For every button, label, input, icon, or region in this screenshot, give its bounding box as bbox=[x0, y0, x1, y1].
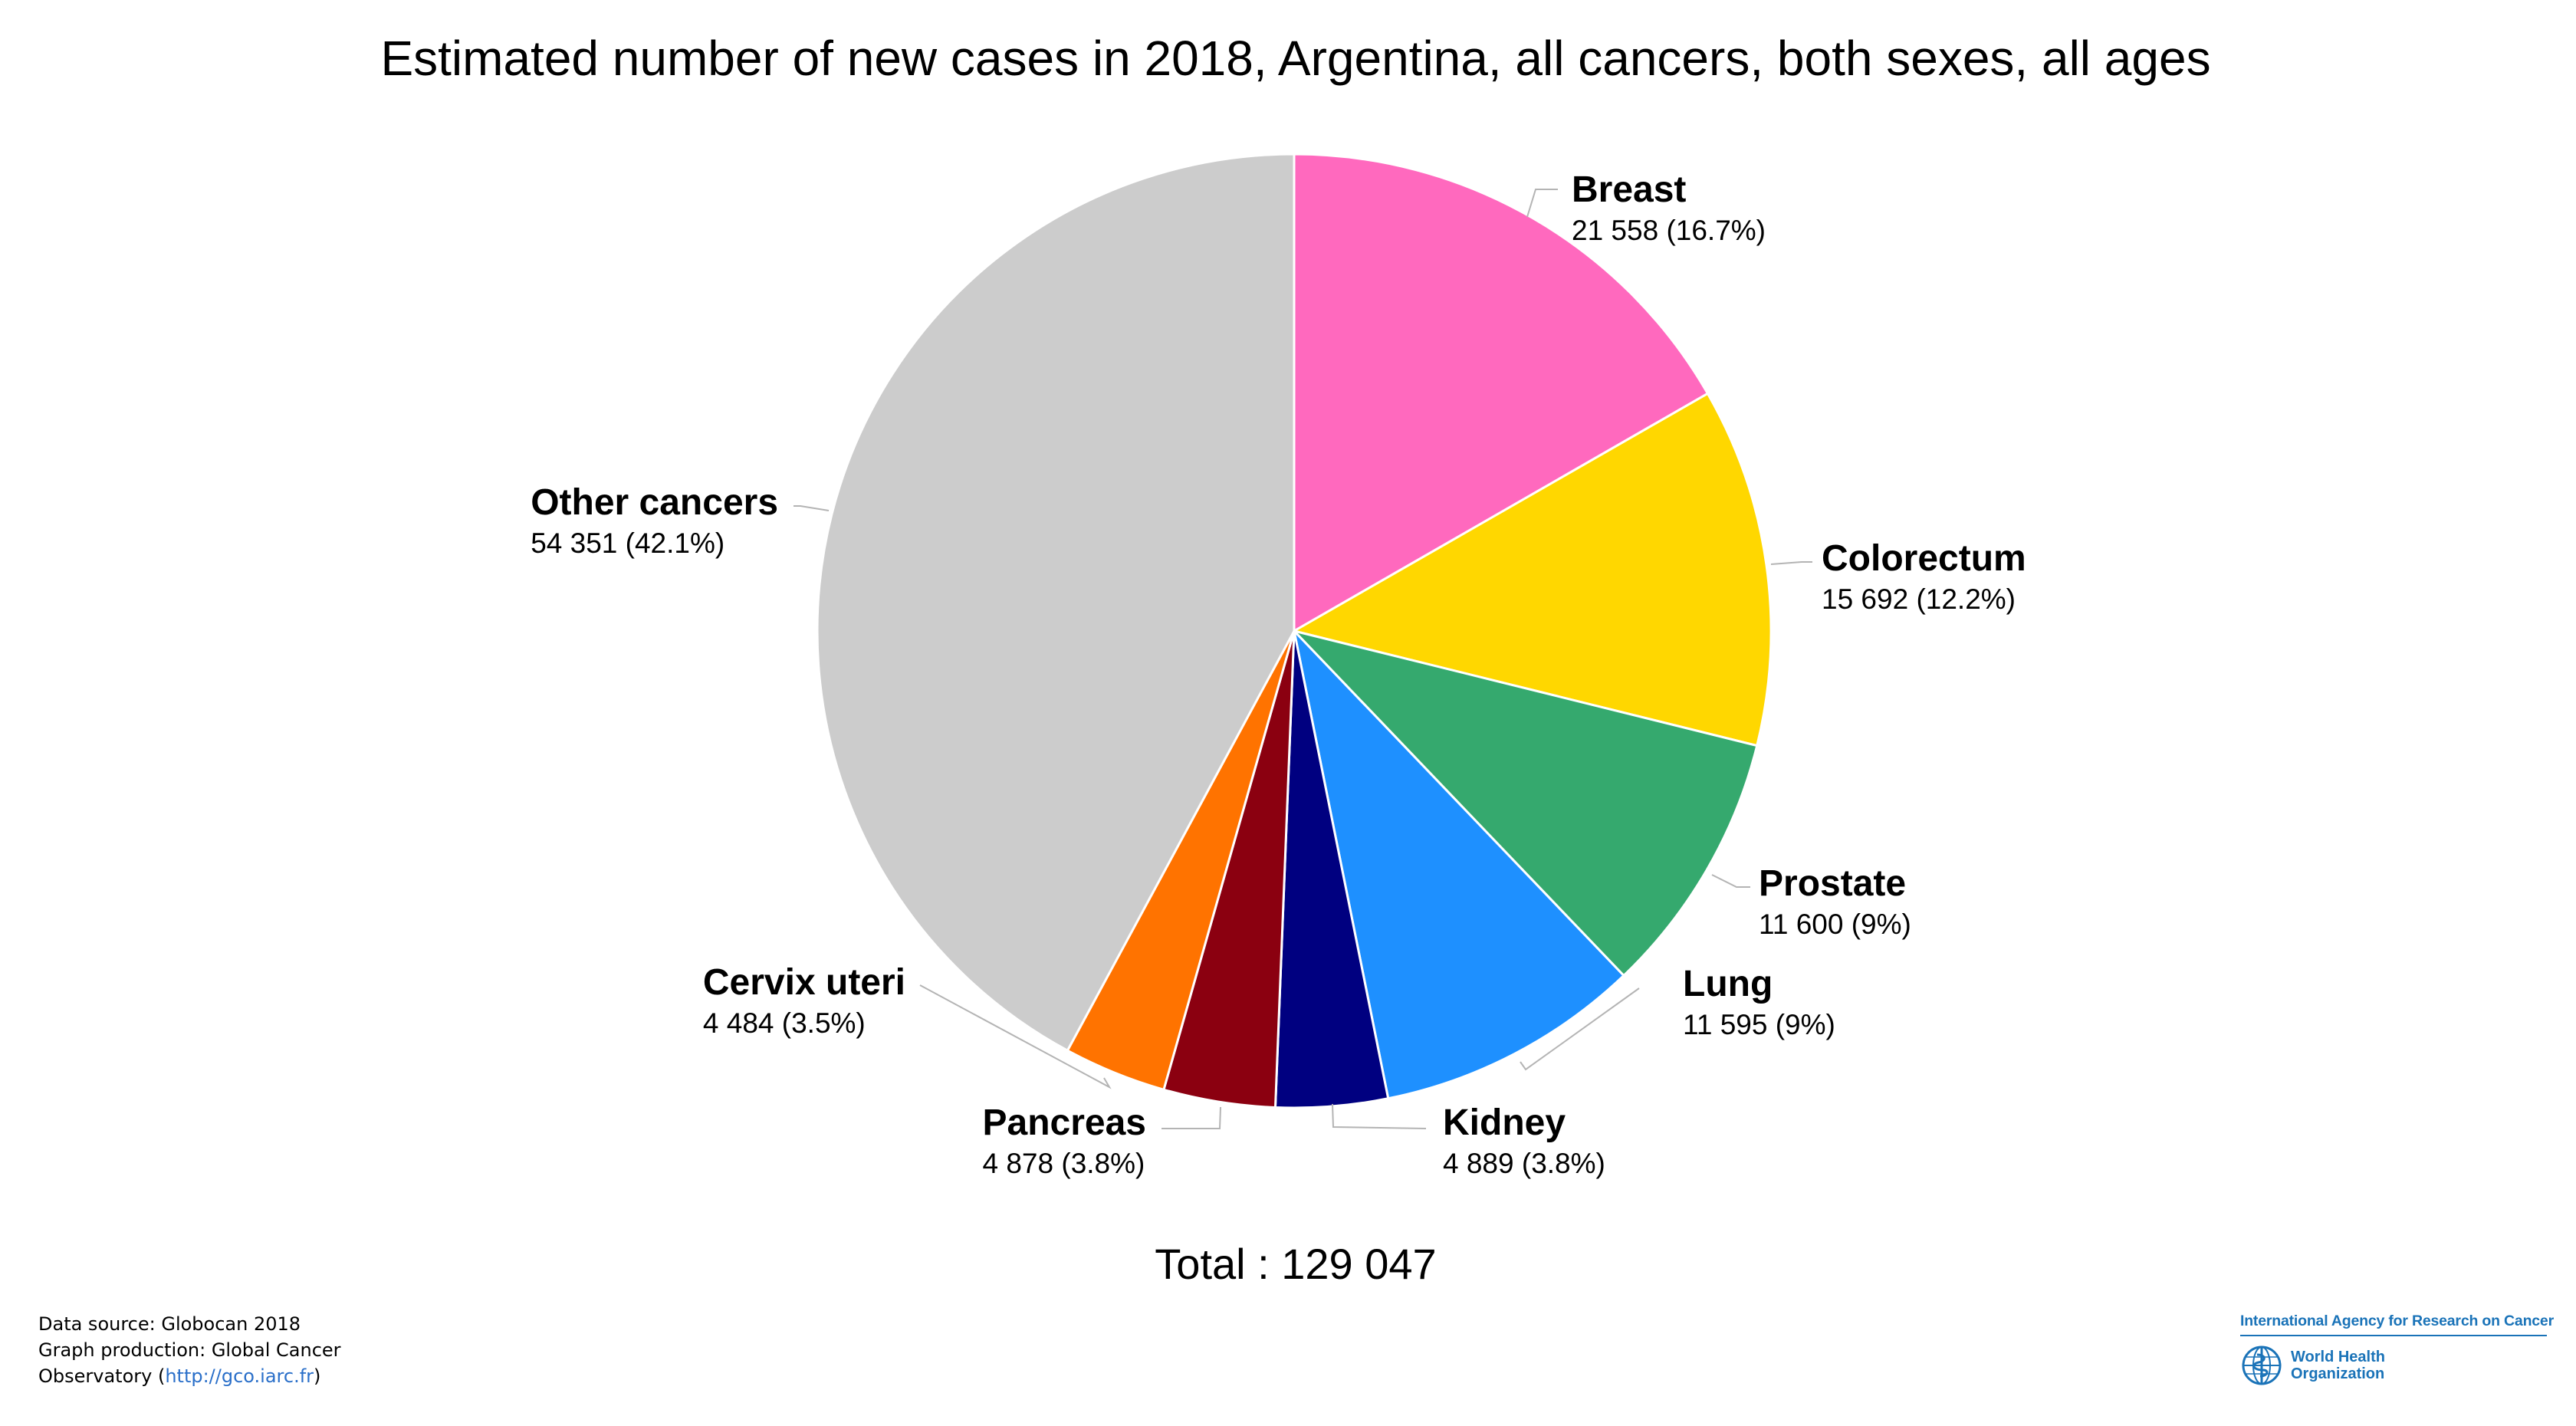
slice-name-prostate: Prostate bbox=[1759, 863, 1906, 904]
slice-labels: Breast 21 558 (16.7%) Colorectum 15 692 (12… bbox=[531, 169, 2026, 1179]
leader-line-pancreas bbox=[1162, 1106, 1221, 1129]
slice-name-colorectum: Colorectum bbox=[1822, 538, 2026, 579]
slice-name-pancreas: Pancreas bbox=[983, 1102, 1147, 1143]
slice-value-colorectum: 15 692 (12.2%) bbox=[1822, 583, 2016, 615]
pie-slice-breast bbox=[1293, 153, 1709, 632]
slice-name-kidney: Kidney bbox=[1443, 1102, 1566, 1143]
leader-line-lung bbox=[1520, 987, 1640, 1071]
pie-slice-prostate bbox=[1293, 629, 1759, 977]
slice-value-pancreas: 4 878 (3.8%) bbox=[983, 1148, 1145, 1179]
total-label: Total : 129 047 bbox=[1155, 1240, 1436, 1288]
pie-slice-colorectum bbox=[1293, 392, 1773, 748]
pie-slices bbox=[816, 153, 1773, 1109]
logo-divider bbox=[2240, 1335, 2547, 1336]
leader-line-colorectum bbox=[1770, 561, 1812, 565]
data-source-text: Data source: Globocan 2018 bbox=[38, 1313, 301, 1335]
credits-block: Data source: Globocan 2018 Graph product… bbox=[38, 1311, 341, 1389]
who-name-text: World Health Organization bbox=[2291, 1349, 2385, 1382]
observatory-text: Observatory (http://gco.iarc.fr) bbox=[38, 1363, 341, 1389]
slice-name-breast: Breast bbox=[1572, 169, 1686, 210]
slice-name-cervix-uteri: Cervix uteri bbox=[703, 962, 905, 1003]
iarc-logo-text: International Agency for Research on Can… bbox=[2240, 1313, 2554, 1329]
leader-line-prostate bbox=[1711, 874, 1750, 888]
leader-line-breast bbox=[1526, 189, 1558, 218]
label-leader-lines bbox=[794, 189, 1812, 1129]
leader-line-other-cancers bbox=[794, 505, 830, 511]
who-name-line2: Organization bbox=[2291, 1365, 2385, 1382]
chart-title: Estimated number of new cases in 2018, A… bbox=[380, 31, 2210, 86]
slice-value-breast: 21 558 (16.7%) bbox=[1572, 215, 1766, 246]
gco-link[interactable]: http://gco.iarc.fr bbox=[165, 1365, 314, 1387]
slice-value-prostate: 11 600 (9%) bbox=[1759, 909, 1911, 940]
graph-production-text: Graph production: Global Cancer bbox=[38, 1339, 341, 1361]
slice-value-kidney: 4 889 (3.8%) bbox=[1443, 1148, 1605, 1179]
slice-name-lung: Lung bbox=[1683, 964, 1773, 1004]
who-emblem-icon bbox=[2242, 1346, 2282, 1385]
slice-value-lung: 11 595 (9%) bbox=[1683, 1009, 1835, 1040]
pie-slice-lung bbox=[1293, 629, 1625, 1100]
slice-value-other-cancers: 54 351 (42.1%) bbox=[531, 527, 724, 559]
slice-value-cervix-uteri: 4 484 (3.5%) bbox=[703, 1007, 866, 1039]
observatory-prefix: Observatory ( bbox=[38, 1365, 166, 1387]
leader-line-cervix-uteri bbox=[919, 984, 1112, 1089]
observatory-suffix: ) bbox=[314, 1365, 321, 1387]
who-logo: World Health Organization bbox=[2240, 1344, 2547, 1387]
leader-line-kidney bbox=[1332, 1103, 1427, 1129]
logo-block: International Agency for Research on Can… bbox=[2240, 1313, 2554, 1387]
pie-slice-other-cancers bbox=[816, 153, 1296, 1052]
slice-name-other-cancers: Other cancers bbox=[531, 482, 778, 523]
who-name-line1: World Health bbox=[2291, 1349, 2385, 1365]
